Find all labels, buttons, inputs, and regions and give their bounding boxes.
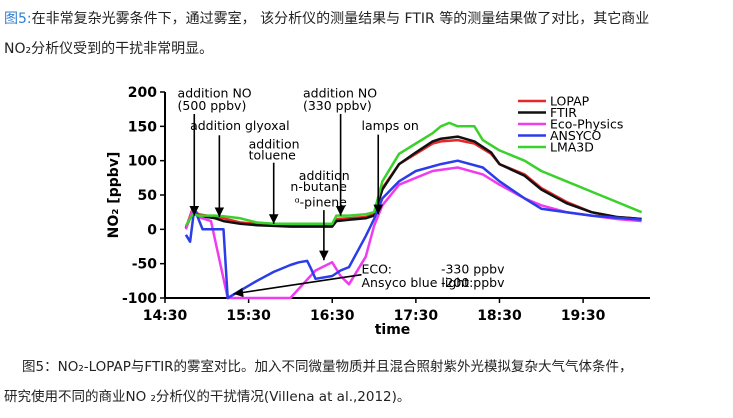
annotation-label: (330 ppbv) (303, 98, 372, 113)
x-tick-label: 18:30 (477, 308, 522, 324)
figure-label: 图5: (4, 11, 32, 27)
x-tick-label: 19:30 (561, 308, 606, 324)
intro-line-2: NO₂分析仪受到的干扰非常明显。 (4, 41, 214, 57)
annotation-label: ᵅ-pinene (295, 195, 348, 210)
annotation-label: addition (299, 168, 350, 183)
x-tick-label: 16:30 (310, 308, 355, 324)
y-tick-label: 200 (128, 85, 157, 101)
x-tick-label: 14:30 (143, 308, 188, 324)
x-axis-label: time (375, 322, 411, 338)
y-tick-label: 0 (147, 222, 157, 238)
annotation-label: lamps on (362, 118, 419, 133)
y-tick-label: -50 (132, 257, 158, 273)
intro-paragraph: 图5:在非常复杂光雾条件下，通过雾室， 该分析仪的测量结果与 FTIR 等的测量… (4, 4, 729, 64)
y-tick-label: 100 (128, 154, 157, 170)
caption-line-1: 图5：NO₂-LOPAP与FTIR的雾室对比。加入不同微量物质并且混合照射紫外光… (22, 359, 633, 375)
y-tick-label: 150 (128, 119, 157, 135)
annotation-label: addition NO (303, 85, 377, 100)
annotation-label: ECO: (362, 261, 392, 276)
x-tick-label: 17:30 (394, 308, 439, 324)
annotation-label: Ansyco blue light: (362, 275, 474, 290)
series-line-ansyco (184, 159, 642, 300)
y-tick-label: 50 (138, 188, 158, 204)
intro-line-1: 在非常复杂光雾条件下，通过雾室， 该分析仪的测量结果与 FTIR 等的测量结果做… (31, 11, 650, 27)
chart-annotations: addition NO(500 ppbv)addition glyoxaladd… (178, 85, 505, 298)
legend-label: FTIR (550, 105, 577, 120)
caption-line-2: 研究使用不同的商业NO ₂分析仪的干扰情况(Villena at al.,201… (4, 389, 411, 405)
annotation-label: (500 ppbv) (178, 98, 247, 113)
figure-caption: 图5：NO₂-LOPAP与FTIR的雾室对比。加入不同微量物质并且混合照射紫外光… (22, 352, 727, 382)
annotation-label: addition NO (178, 85, 252, 100)
y-axis-label: NO₂ [ppbv] (106, 152, 122, 239)
annotation-arrow (233, 273, 362, 298)
annotation-label: addition glyoxal (190, 118, 290, 133)
legend-label: ANSYCO (550, 128, 602, 143)
annotation-label: -200 ppbv (441, 275, 505, 290)
legend-label: LMA3D (550, 140, 594, 155)
annotation-label: addition (249, 136, 300, 151)
annotation-label: -330 ppbv (441, 261, 505, 276)
y-tick-label: -100 (122, 291, 157, 307)
figure-caption-2: 研究使用不同的商业NO ₂分析仪的干扰情况(Villena at al.,201… (4, 382, 709, 412)
annotation-label: n-butane (290, 179, 347, 194)
x-tick-label: 15:30 (226, 308, 271, 324)
series-line-ftir (184, 135, 642, 229)
legend-label: LOPAP (550, 94, 590, 109)
annotation-label: toluene (249, 147, 297, 162)
legend-label: Eco-Physics (550, 117, 623, 132)
